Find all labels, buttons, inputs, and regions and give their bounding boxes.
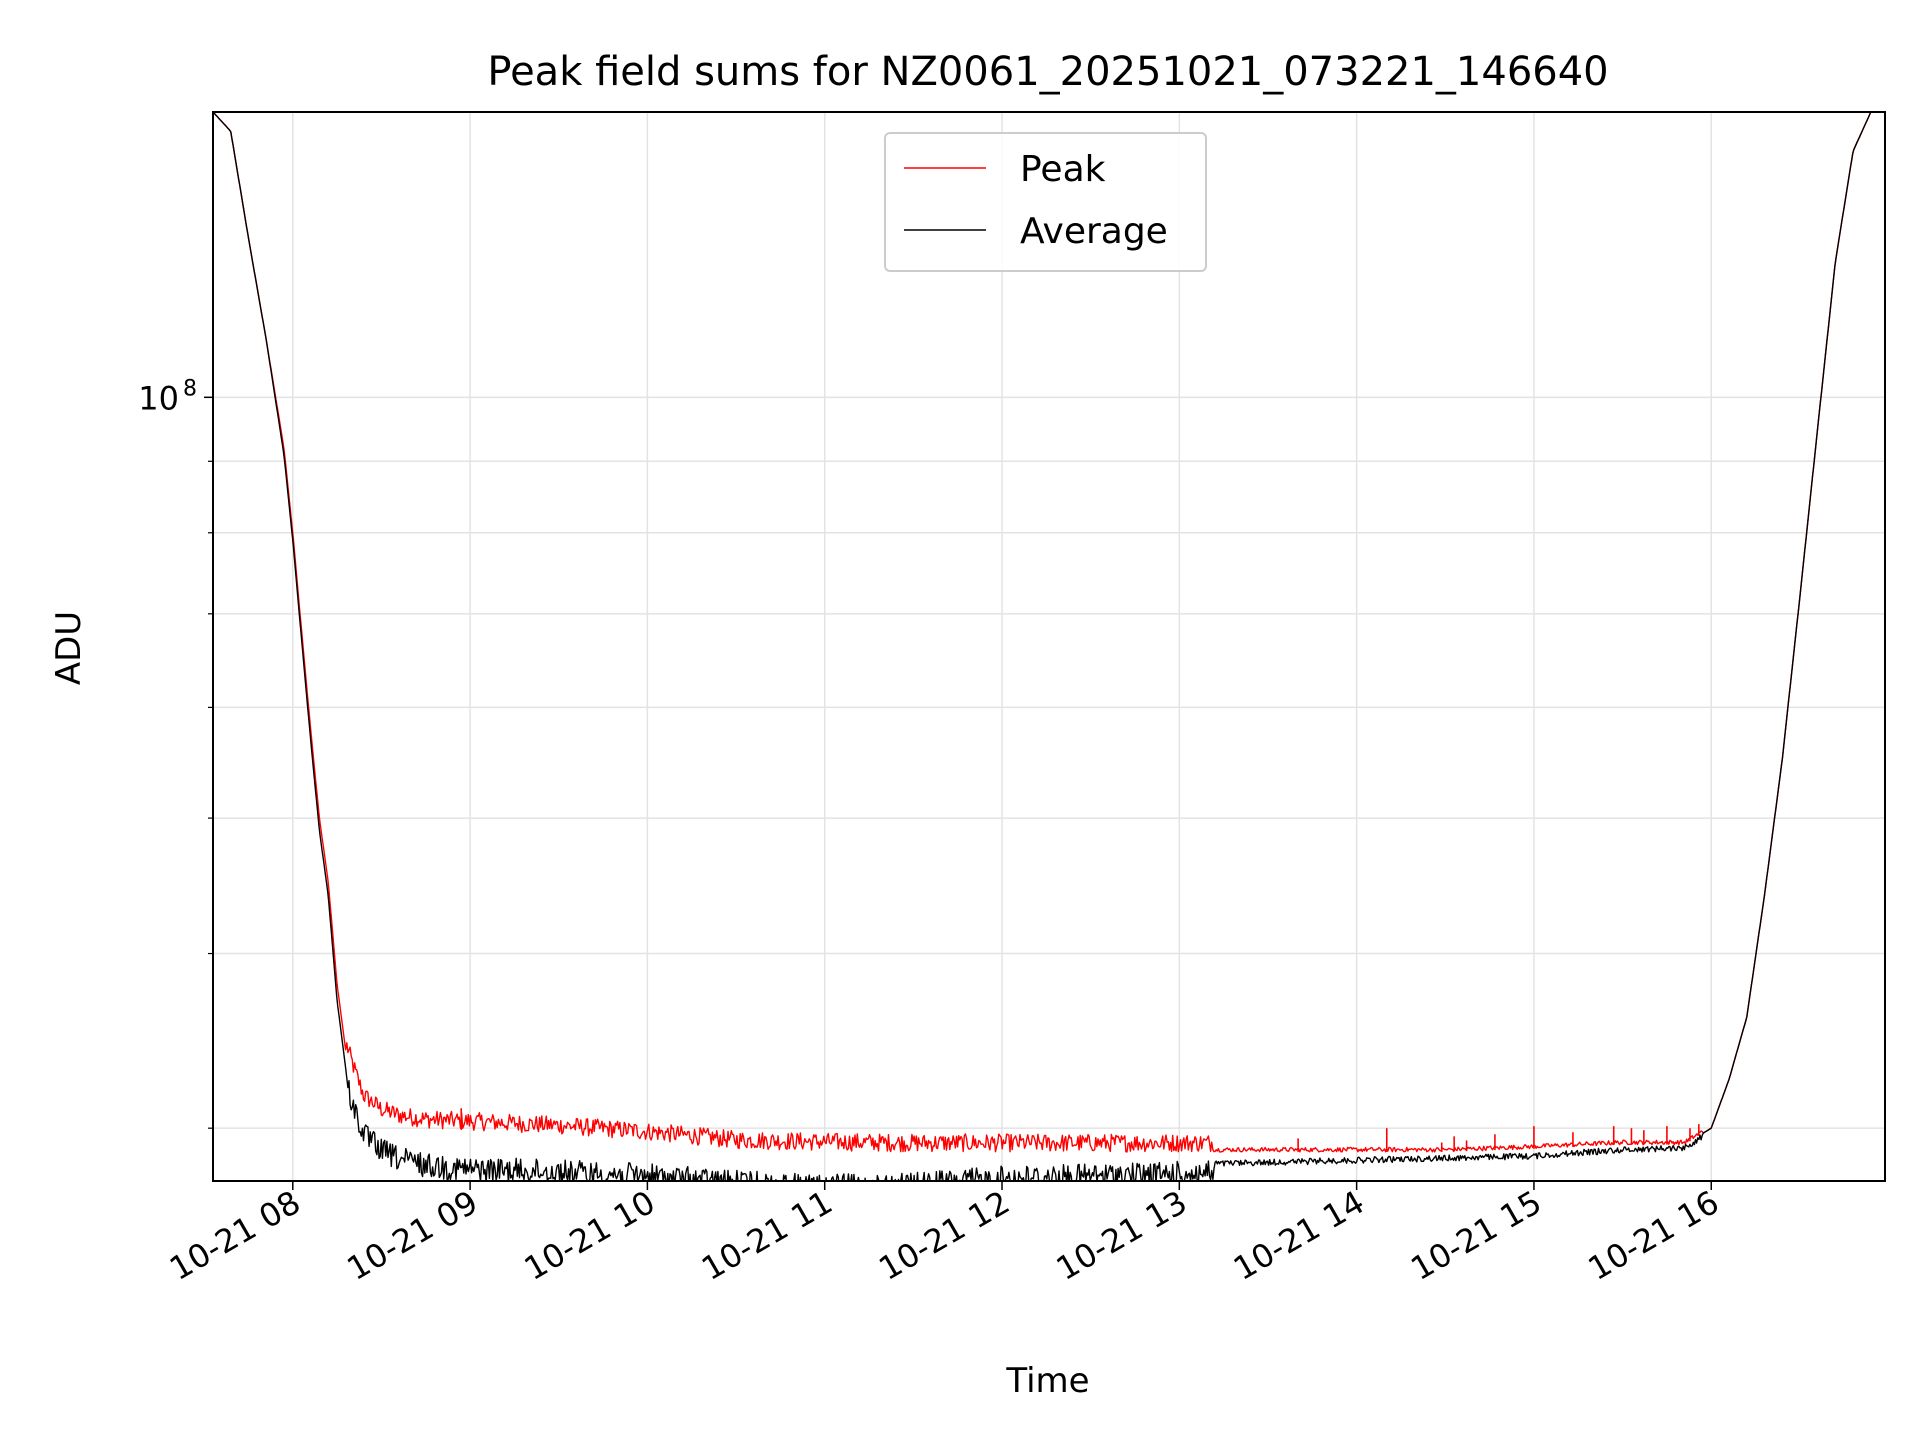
grid-layer [213,112,1885,1181]
legend-label-average: Average [1020,211,1168,252]
y-axis-label: ADU [49,611,89,685]
series-line-average [213,112,1885,1181]
series-line-peak [213,112,1885,1153]
x-axis-label: Time [1005,1361,1089,1401]
plot-frame [212,111,1886,1182]
series-layer [213,112,1885,1181]
chart-title: Peak field sums for NZ0061_20251021_0732… [487,49,1608,95]
legend-label-peak: Peak [1020,149,1106,190]
y-tick-label: 10 [138,379,179,417]
y-tick-label-exponent: 8 [183,376,197,401]
legend: Peak Average [884,132,1207,272]
